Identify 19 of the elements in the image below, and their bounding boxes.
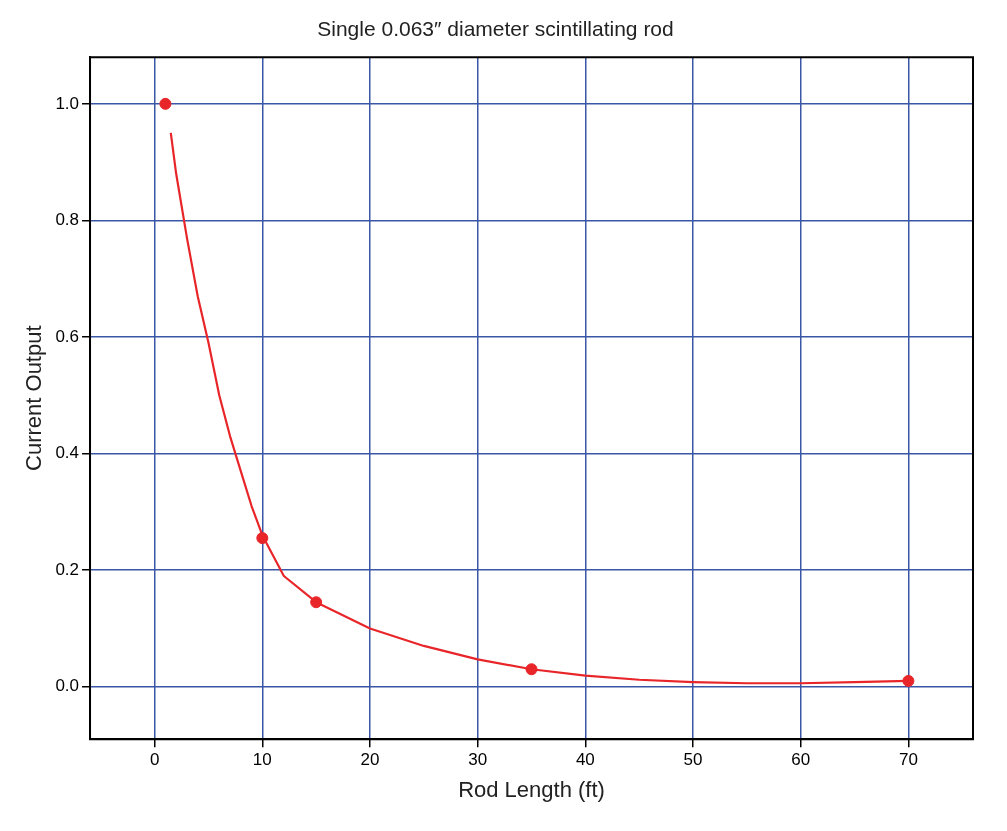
y-tick-label: 0.4 bbox=[55, 443, 80, 463]
x-tick-label: 30 bbox=[468, 750, 488, 770]
y-tick-label: 0.2 bbox=[55, 559, 80, 579]
x-tick-label: 10 bbox=[252, 750, 272, 770]
y-tick-label: 0.0 bbox=[55, 676, 80, 696]
x-tick-label: 70 bbox=[898, 750, 918, 770]
x-tick-label: 50 bbox=[683, 750, 703, 770]
y-tick-label: 0.8 bbox=[55, 210, 80, 230]
point bbox=[159, 97, 172, 110]
y-tick-label: 1.0 bbox=[55, 93, 80, 113]
y-axis-title: Current Output bbox=[21, 325, 47, 471]
x-tick-label: 60 bbox=[791, 750, 811, 770]
x-axis-title: Rod Length (ft) bbox=[458, 776, 605, 802]
chart-title: Single 0.063″ diameter scintillating rod bbox=[317, 17, 674, 41]
y-tick-label: 0.6 bbox=[55, 326, 80, 346]
x-tick-label: 40 bbox=[575, 750, 595, 770]
x-tick-label: 0 bbox=[149, 750, 160, 770]
point bbox=[902, 674, 915, 687]
x-tick-label: 20 bbox=[360, 750, 380, 770]
